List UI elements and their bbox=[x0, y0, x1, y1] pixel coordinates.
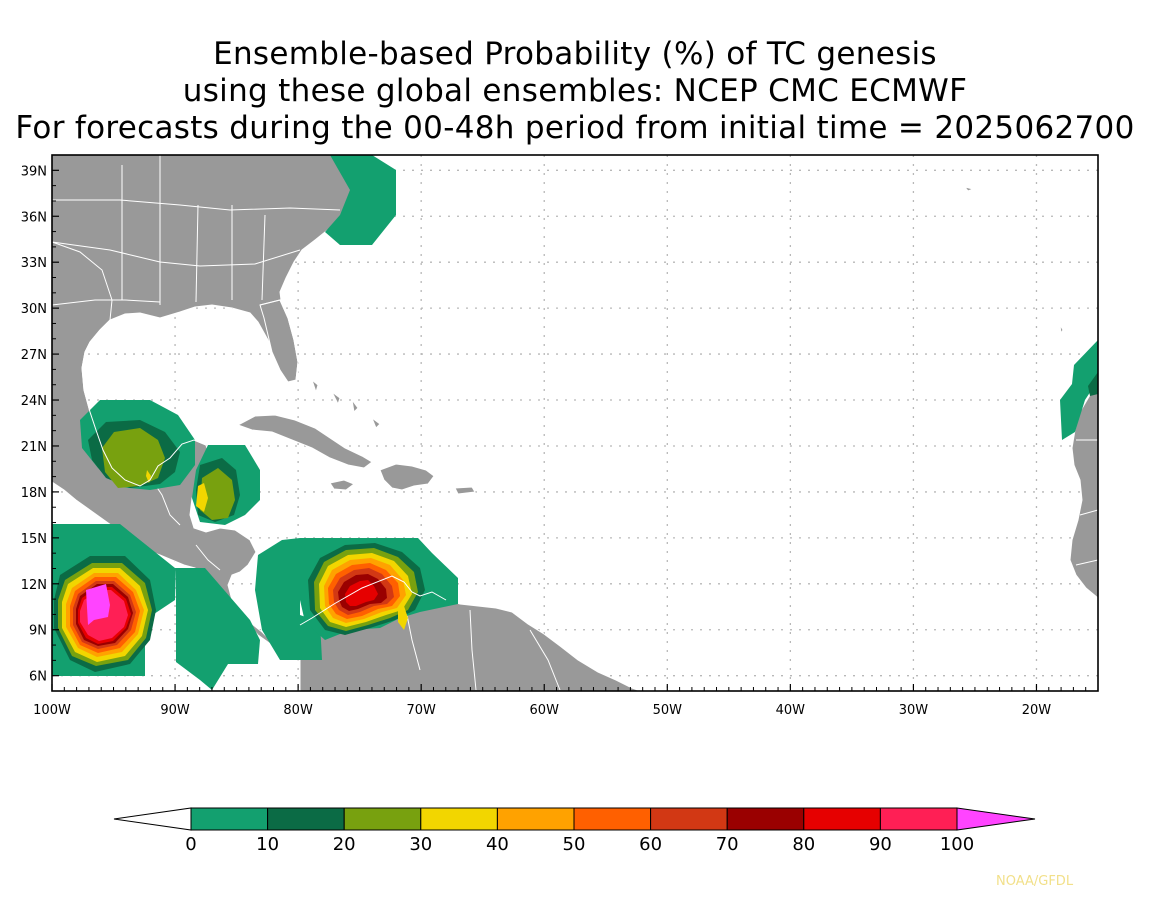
prob-region-epac-magenta bbox=[86, 584, 110, 625]
color-bar: 0 10 20 30 40 50 60 70 80 90 100 bbox=[113, 807, 1036, 855]
land-cuba bbox=[236, 414, 373, 469]
prob-region-epac-outer2 bbox=[175, 568, 260, 690]
colorbar-label: 40 bbox=[486, 834, 509, 855]
lat-label: 24N bbox=[21, 394, 47, 409]
colorbar-below-arrow bbox=[113, 807, 192, 831]
prob-region-virginia bbox=[325, 155, 396, 245]
lat-label: 33N bbox=[21, 256, 47, 271]
lat-label: 21N bbox=[21, 440, 47, 455]
prob-region-africa bbox=[1060, 340, 1098, 440]
colorbar-above-arrow bbox=[956, 807, 1036, 831]
lon-label: 40W bbox=[776, 703, 806, 718]
coastlines bbox=[52, 241, 447, 626]
lat-label: 36N bbox=[21, 210, 47, 225]
colorbar-swatch bbox=[190, 807, 269, 831]
colorbar-label: 0 bbox=[185, 834, 196, 855]
colorbar-label: 50 bbox=[563, 834, 586, 855]
title-line-2: using these global ensembles: NCEP CMC E… bbox=[182, 73, 968, 109]
colorbar-label: 70 bbox=[716, 834, 739, 855]
colorbar-swatch bbox=[573, 807, 652, 831]
prob-region-caribbean-red bbox=[345, 580, 378, 606]
credit-label: NOAA/GFDL bbox=[996, 874, 1074, 889]
colorbar-swatch bbox=[879, 807, 958, 831]
land-hispaniola bbox=[379, 463, 435, 491]
colorbar-swatch bbox=[803, 807, 881, 831]
land-jamaica bbox=[329, 479, 356, 491]
title-line-1: Ensemble-based Probability (%) of TC gen… bbox=[213, 36, 937, 72]
colorbar-swatch bbox=[496, 807, 575, 831]
colorbar-swatch bbox=[726, 807, 805, 831]
colorbar-label: 100 bbox=[940, 834, 974, 855]
colorbar-label: 10 bbox=[256, 834, 279, 855]
land-puerto-rico bbox=[454, 486, 476, 495]
prob-region-caribbean-yellow-tip bbox=[398, 606, 408, 630]
lon-label: 100W bbox=[33, 703, 71, 718]
lon-label: 50W bbox=[653, 703, 683, 718]
longitude-ticks: 100W 90W 80W 70W 60W 50W 40W 30W 20W bbox=[33, 684, 1087, 718]
lon-label: 30W bbox=[899, 703, 929, 718]
lat-label: 30N bbox=[21, 302, 47, 317]
colorbar-label: 90 bbox=[869, 834, 892, 855]
land-bahamas bbox=[310, 378, 381, 429]
colorbar-swatch bbox=[650, 807, 728, 831]
lat-label: 12N bbox=[21, 578, 47, 593]
prob-region-africa-dark bbox=[1088, 372, 1098, 396]
prob-region-camerica bbox=[255, 538, 322, 660]
political-borders bbox=[52, 155, 1098, 691]
colorbar-swatch bbox=[343, 807, 422, 831]
lat-label: 39N bbox=[21, 164, 47, 179]
prob-region-yucatan-yellow bbox=[196, 483, 208, 512]
lat-label: 6N bbox=[29, 670, 47, 685]
colorbar-swatch bbox=[267, 807, 345, 831]
title-line-3: For forecasts during the 00-48h period f… bbox=[15, 110, 1135, 146]
lat-label: 9N bbox=[29, 624, 47, 639]
lon-label: 60W bbox=[530, 703, 560, 718]
colorbar-label: 30 bbox=[409, 834, 432, 855]
gridlines bbox=[52, 155, 1098, 691]
map-frame bbox=[51, 154, 1099, 692]
probability-fields bbox=[52, 155, 1098, 690]
lon-label: 20W bbox=[1022, 703, 1052, 718]
lon-label: 70W bbox=[406, 703, 436, 718]
lat-label: 15N bbox=[21, 532, 47, 547]
colorbar-label: 20 bbox=[333, 834, 356, 855]
colorbar-label: 80 bbox=[792, 834, 815, 855]
lat-label: 27N bbox=[21, 348, 47, 363]
colorbar-swatch bbox=[420, 807, 498, 831]
land-canary bbox=[963, 186, 1064, 335]
lon-label: 80W bbox=[283, 703, 313, 718]
lon-label: 90W bbox=[160, 703, 190, 718]
lat-label: 18N bbox=[21, 486, 47, 501]
colorbar-label: 60 bbox=[639, 834, 662, 855]
prob-region-yucatan-green bbox=[200, 468, 235, 520]
latitude-ticks: 39N 36N 33N 30N 27N 24N 21N 18N 15N 12N 9N 6N bbox=[21, 164, 59, 685]
